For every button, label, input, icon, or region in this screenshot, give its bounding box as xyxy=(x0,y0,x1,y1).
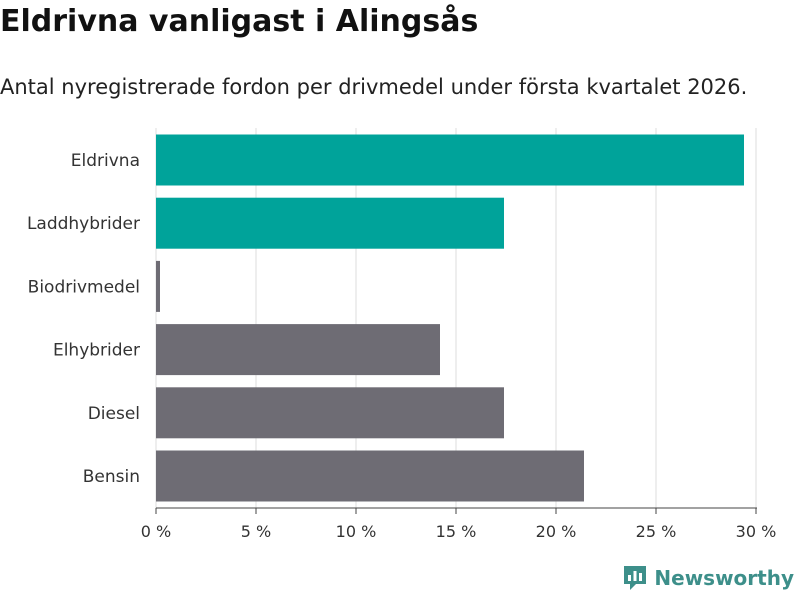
category-label: Bensin xyxy=(83,467,140,487)
bar xyxy=(156,260,160,312)
newsworthy-logo: Newsworthy xyxy=(622,564,794,592)
bar xyxy=(156,197,504,249)
x-axis-tick-label: 5 % xyxy=(241,522,271,541)
chart-subtitle: Antal nyregistrerade fordon per drivmede… xyxy=(0,75,748,99)
bar xyxy=(156,450,584,502)
category-label: Elhybrider xyxy=(53,341,140,361)
newsworthy-logo-icon xyxy=(624,566,647,590)
bar xyxy=(156,134,744,186)
x-axis-tick-label: 20 % xyxy=(536,522,577,541)
bar-layer xyxy=(156,134,744,502)
category-label: Biodrivmedel xyxy=(28,277,140,297)
x-axis-tick-label: 0 % xyxy=(141,522,171,541)
category-label: Eldrivna xyxy=(71,151,140,171)
category-label: Laddhybrider xyxy=(27,214,140,234)
x-axis-tick-label: 25 % xyxy=(636,522,677,541)
bar xyxy=(156,324,440,376)
x-axis-tick-label: 10 % xyxy=(336,522,377,541)
chart-title: Eldrivna vanligast i Alingsås xyxy=(0,4,479,39)
x-axis-tick-label: 30 % xyxy=(736,522,777,541)
grid-layer xyxy=(155,128,757,508)
bar xyxy=(156,387,504,439)
newsworthy-logo-text: Newsworthy xyxy=(654,566,794,590)
x-axis-tick-label: 15 % xyxy=(436,522,477,541)
x-axis-tick-layer: 0 % 5 % 10 % 15 % 20 % 25 % 30 % xyxy=(141,507,777,541)
category-label: Diesel xyxy=(88,404,140,424)
category-label-layer: Eldrivna Laddhybrider Biodrivmedel Elhybrid… xyxy=(27,151,140,487)
